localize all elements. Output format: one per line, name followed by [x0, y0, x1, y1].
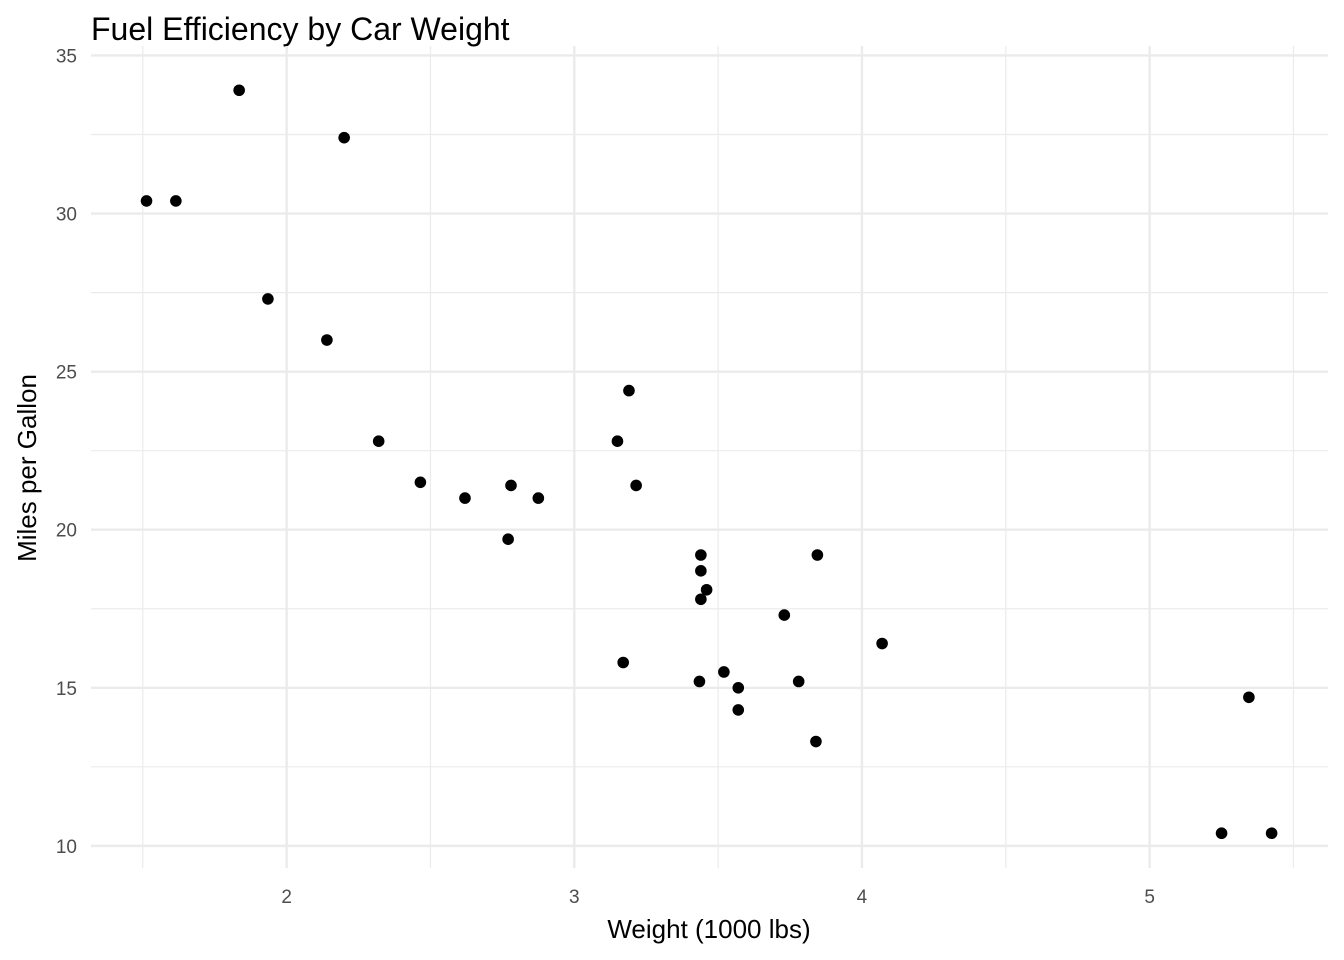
data-point-25 [262, 293, 274, 305]
x-tick-label: 3 [569, 887, 580, 908]
data-point-22 [693, 675, 706, 688]
data-point-7 [623, 384, 635, 397]
y-tick-label: 25 [56, 363, 77, 384]
data-point-20 [414, 476, 427, 489]
grid [91, 46, 1328, 868]
data-point-10 [695, 593, 707, 606]
y-axis-title: Miles per Gallon [12, 374, 42, 562]
data-point-14 [1215, 827, 1228, 840]
data-point-18 [170, 195, 182, 207]
data-point-13 [792, 675, 805, 688]
points [140, 84, 1278, 840]
data-point-6 [732, 704, 745, 716]
data-point-15 [1265, 827, 1278, 840]
data-point-19 [233, 84, 245, 97]
x-axis-title: Weight (1000 lbs) [607, 914, 810, 944]
data-point-1 [532, 492, 545, 504]
y-tick-label: 30 [56, 205, 77, 226]
y-axis-ticks: 10 15 20 25 30 35 [56, 46, 77, 857]
x-axis-ticks: 2 3 4 5 [281, 887, 1155, 908]
data-point-21 [718, 666, 730, 678]
data-point-31 [505, 479, 517, 492]
data-point-11 [876, 637, 888, 650]
data-point-4 [695, 565, 707, 577]
data-point-29 [502, 533, 514, 545]
data-point-23 [810, 735, 822, 748]
chart-title: Fuel Efficiency by Car Weight [91, 11, 510, 47]
x-tick-label: 5 [1144, 887, 1155, 908]
data-point-8 [611, 435, 624, 447]
y-tick-label: 20 [56, 521, 77, 542]
data-point-12 [778, 609, 791, 621]
data-point-9 [695, 549, 707, 561]
data-point-2 [372, 435, 385, 447]
data-point-16 [1243, 691, 1255, 704]
data-point-0 [459, 492, 471, 504]
data-point-5 [700, 583, 713, 596]
y-tick-label: 15 [56, 679, 77, 700]
data-point-28 [617, 656, 629, 669]
x-tick-label: 4 [857, 887, 868, 908]
y-tick-label: 35 [56, 46, 77, 67]
data-point-30 [732, 681, 745, 694]
data-point-24 [811, 549, 824, 561]
data-point-27 [140, 195, 153, 207]
data-point-26 [321, 334, 333, 346]
data-point-17 [338, 131, 350, 144]
y-tick-label: 10 [56, 837, 77, 858]
x-tick-label: 2 [281, 887, 292, 908]
data-point-3 [630, 479, 642, 492]
